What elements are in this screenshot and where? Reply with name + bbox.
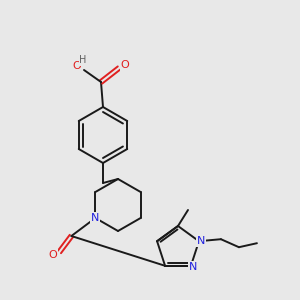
Text: O: O: [73, 61, 81, 71]
Text: O: O: [48, 250, 57, 260]
Text: H: H: [79, 55, 87, 65]
Text: N: N: [91, 213, 100, 223]
Text: O: O: [121, 60, 129, 70]
Text: N: N: [197, 236, 205, 246]
Text: N: N: [189, 262, 197, 272]
